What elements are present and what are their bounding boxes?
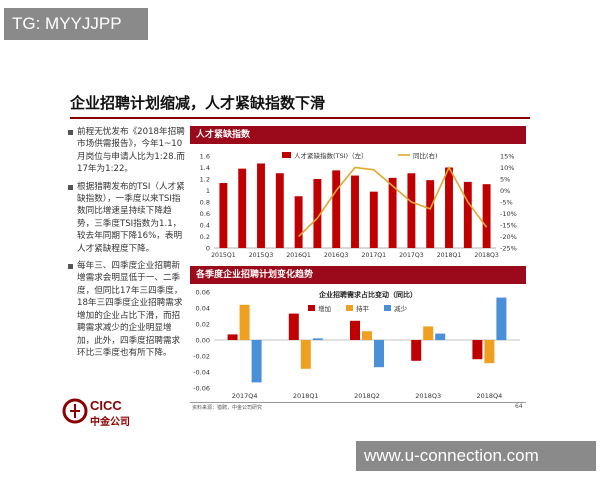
bar-flat <box>423 326 434 340</box>
legend-swatch <box>308 305 315 311</box>
tsi-bar <box>294 196 303 248</box>
x-tick-label: 2018Q3 <box>474 252 499 259</box>
y-right-tick-label: 0% <box>500 187 510 195</box>
bar-decrease <box>312 338 323 340</box>
bullet-item: 根据猎聘发布的TSI（人才紧缺指数），一季度以来TSI指数同比增速呈持续下降趋势… <box>68 181 186 255</box>
x-tick-label: 2017Q3 <box>399 252 424 259</box>
x-tick-label: 2015Q1 <box>211 252 236 259</box>
x-tick-label: 2017Q4 <box>232 392 258 400</box>
bar-increase <box>350 320 360 340</box>
tsi-bar <box>388 177 397 248</box>
tsi-bar <box>332 170 341 248</box>
legend-swatch-tsi <box>282 152 291 158</box>
tsi-bar <box>445 167 453 248</box>
y-left-tick-label: 1.6 <box>200 153 210 161</box>
y-tick-label: 0.02 <box>196 321 210 329</box>
y-tick-label: -0.02 <box>193 353 210 361</box>
y-left-tick-label: 0.8 <box>200 199 210 207</box>
x-tick-label: 2018Q1 <box>437 252 462 259</box>
x-tick-label: 2016Q1 <box>286 252 311 259</box>
legend-label: 减少 <box>394 304 408 313</box>
y-right-tick-label: 5% <box>500 176 510 184</box>
bar-flat <box>484 340 495 364</box>
bar-flat <box>362 331 372 340</box>
legend-label-tsi: 人才紧缺指数(TSI)（左） <box>294 151 368 160</box>
bullet-item: 前程无忧发布《2018年招聘市场供需报告》，今年1~10月岗位与申请人比为1:2… <box>68 126 186 176</box>
bar-increase <box>288 313 299 340</box>
tsi-bar <box>313 179 322 248</box>
y-tick-label: 0.04 <box>196 305 210 313</box>
x-tick-label: 2018Q1 <box>293 392 319 400</box>
title-rule <box>70 117 530 119</box>
y-tick-label: 0.06 <box>196 289 210 297</box>
hiring-plan-chart: -0.06 -0.04 -0.02 0.00 0.02 0.04 0.06 2017Q4 201… <box>193 289 520 400</box>
slide-title: 企业招聘计划缩减，人才紧缺指数下滑 <box>70 94 326 112</box>
tsi-bar <box>351 175 359 248</box>
watermark-bottom-right: www.u-connection.com <box>356 441 596 471</box>
y-tick-label: -0.06 <box>193 385 210 393</box>
page-number: 64 <box>515 403 523 410</box>
x-tick-label: 2016Q3 <box>324 252 349 259</box>
y-tick-label: 0.00 <box>196 337 210 345</box>
y-right-tick-label: 10% <box>500 164 514 172</box>
chart2-header: 各季度企业招聘计划变化趋势 <box>190 266 526 284</box>
y-left-tick-label: 0.2 <box>200 233 210 241</box>
bar-increase <box>411 340 422 361</box>
tsi-bar <box>407 173 416 248</box>
y-right-tick-label: -15% <box>500 222 517 230</box>
legend-swatch <box>346 305 353 311</box>
y-tick-label: -0.04 <box>193 369 210 377</box>
legend-label: 持平 <box>356 304 370 313</box>
y-left-tick-label: 0 <box>206 245 210 253</box>
bar-decrease <box>374 340 384 368</box>
bar-decrease <box>435 333 446 340</box>
source-note: 资料来源：猎聘，中金公司研究 <box>192 405 263 411</box>
y-left-tick-label: 1.4 <box>200 164 210 172</box>
tsi-bar <box>238 168 247 248</box>
bullet-list: 前程无忧发布《2018年招聘市场供需报告》，今年1~10月岗位与申请人比为1:2… <box>68 126 186 364</box>
bar-decrease <box>496 297 507 340</box>
chart1-header: 人才紧缺指数 <box>190 126 526 144</box>
y-right-tick-label: -20% <box>500 233 517 241</box>
x-tick-label: 2018Q2 <box>354 392 380 400</box>
bullet-item: 每年三、四季度企业招聘新增需求会明显低于一、二季度，但同比17年三四季度，18年… <box>68 260 186 359</box>
legend-label-yoy: 同比(右) <box>413 151 438 160</box>
tsi-bar <box>463 181 472 248</box>
x-tick-label: 2015Q3 <box>249 252 274 259</box>
cicc-logo-icon <box>62 398 88 424</box>
x-tick-label: 2017Q1 <box>362 252 387 259</box>
bar-increase <box>227 334 238 340</box>
x-tick-label: 2018Q3 <box>415 392 441 400</box>
tsi-bar <box>257 163 265 248</box>
tsi-bar <box>482 184 491 248</box>
logo-chinese: 中金公司 <box>90 417 130 428</box>
chart2-title: 企业招聘需求占比变动（同比） <box>318 290 417 299</box>
x-tick-label: 2018Q4 <box>477 392 503 400</box>
y-left-tick-label: 0.6 <box>200 210 210 218</box>
logo-name: CICC <box>90 398 122 413</box>
yoy-line <box>298 165 488 238</box>
bar-increase <box>472 340 483 360</box>
legend-swatch <box>384 305 391 311</box>
y-left-tick-label: 1.2 <box>200 176 210 184</box>
watermark-top-left: TG: MYYJJPP <box>4 8 148 40</box>
footer-rule <box>190 402 526 403</box>
bar-flat <box>300 340 311 369</box>
y-left-tick-label: 1 <box>206 187 210 195</box>
tsi-bar <box>369 191 378 248</box>
legend-label: 增加 <box>318 304 331 313</box>
y-right-tick-label: 15% <box>500 153 514 161</box>
tsi-bar <box>275 173 284 248</box>
bar-flat <box>239 304 250 340</box>
y-right-tick-label: -10% <box>500 210 517 218</box>
tsi-bar <box>219 183 228 248</box>
tsi-bar <box>426 180 435 248</box>
y-right-tick-label: -25% <box>500 245 517 253</box>
tsi-chart: 0 0.2 0.4 0.6 0.8 1 1.2 1.4 1.6 -25% -20% -15% -10% -… <box>200 151 517 259</box>
bar-decrease <box>251 340 262 383</box>
y-left-tick-label: 0.4 <box>200 222 210 230</box>
y-right-tick-label: -5% <box>500 199 513 207</box>
